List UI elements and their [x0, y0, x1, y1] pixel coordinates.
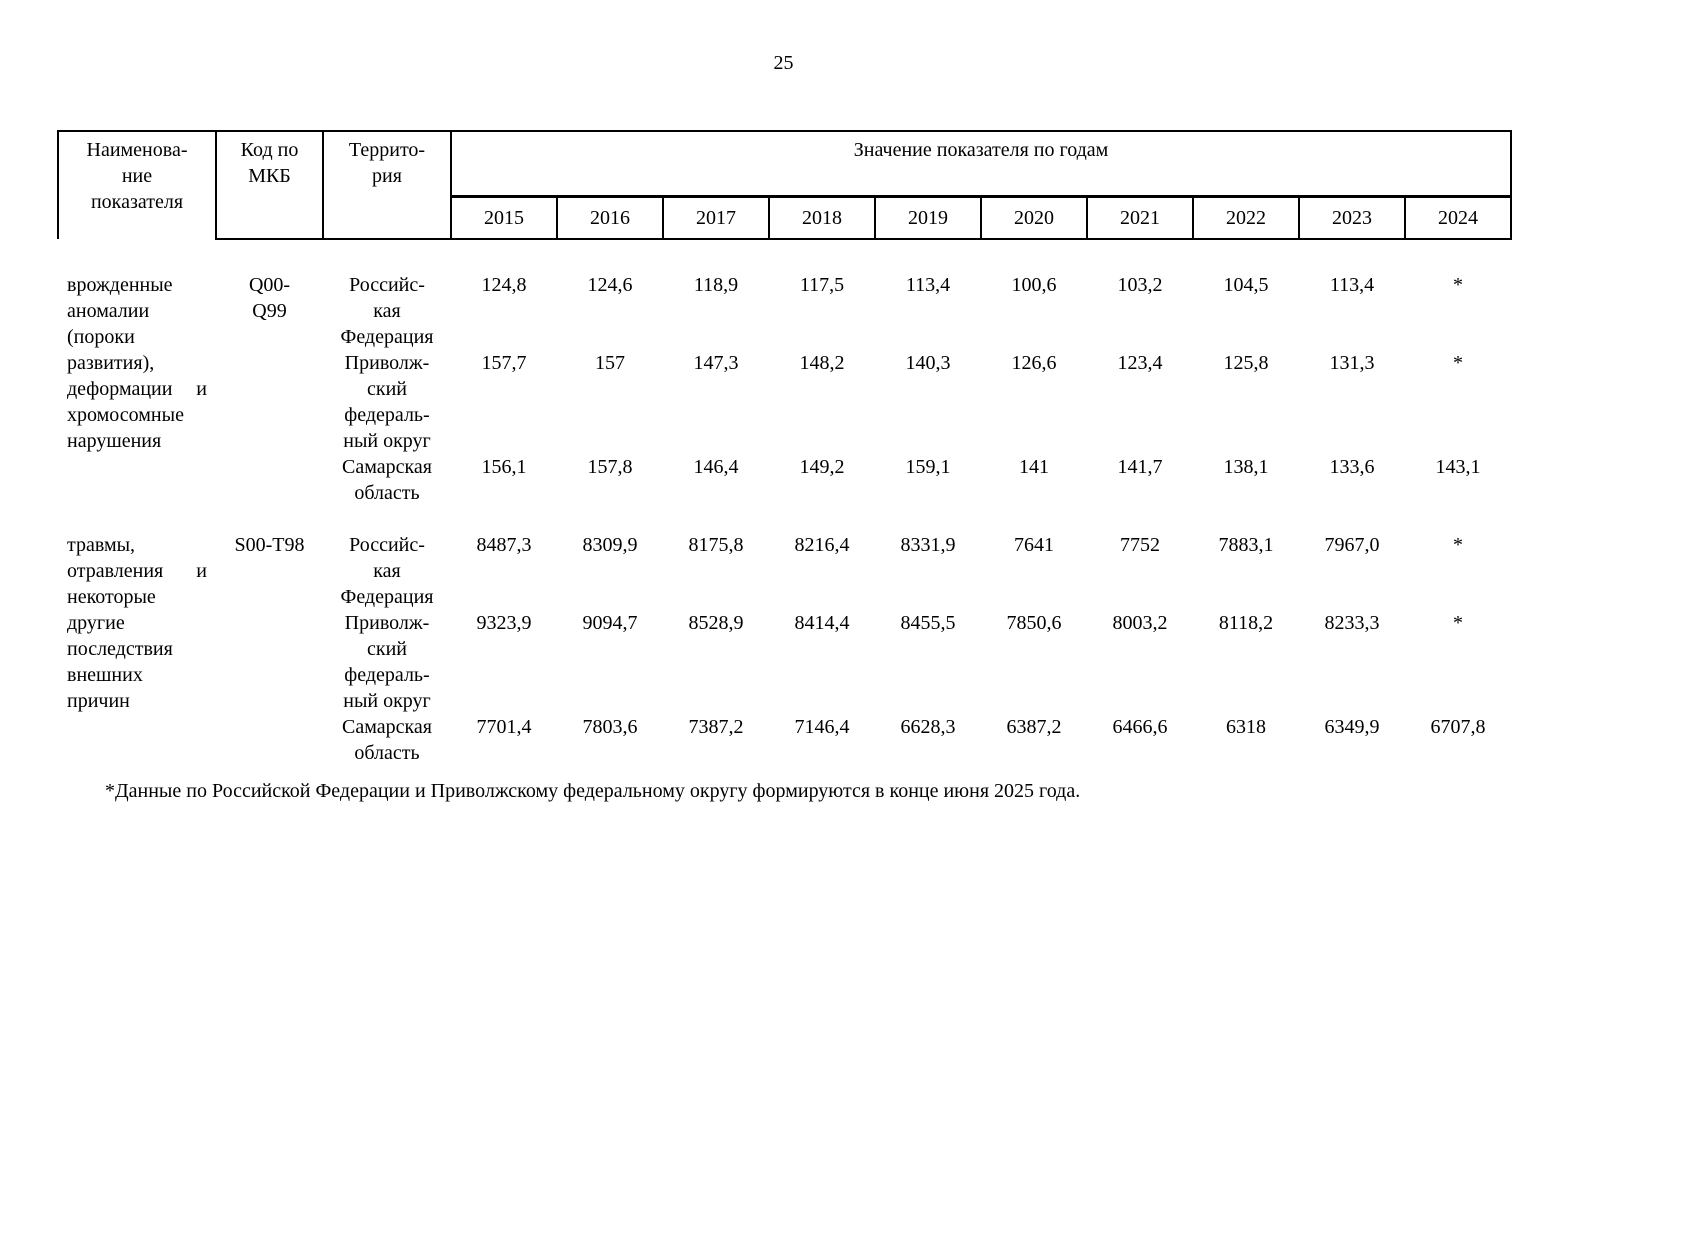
table-row: Приволж- ский федераль- ный округ 9323,9… — [58, 610, 1511, 714]
icd-code: S00-T98 — [234, 534, 305, 556]
value-cell: 8118,2 — [1218, 612, 1274, 634]
table-row: травмы, отравления и некоторые другие по… — [58, 532, 1511, 712]
value-cell: 7752 — [1120, 534, 1160, 556]
value-cell: 141,7 — [1117, 456, 1163, 478]
indicator-name: врожденные аномалии (пороки развития), д… — [67, 274, 207, 452]
value-cell: 8233,3 — [1324, 612, 1380, 634]
value-cell: 9094,7 — [582, 612, 638, 634]
value-cell: 138,1 — [1223, 456, 1269, 478]
value-cell: 140,3 — [905, 352, 951, 374]
value-cell: * — [1453, 274, 1464, 296]
value-cell: 7883,1 — [1218, 534, 1274, 556]
value-cell: * — [1453, 352, 1464, 374]
value-cell: 113,4 — [1329, 274, 1375, 296]
header-year-2019: 2019 — [874, 195, 982, 240]
footnote: *Данные по Российской Федерации и Привол… — [105, 780, 1081, 802]
value-cell: 126,6 — [1011, 352, 1057, 374]
value-cell: 146,4 — [693, 456, 739, 478]
value-cell: 157,8 — [587, 456, 633, 478]
value-cell: 7967,0 — [1324, 534, 1380, 556]
icd-code: Q00- Q99 — [248, 274, 291, 322]
value-cell: 125,8 — [1223, 352, 1269, 374]
value-cell: 8003,2 — [1112, 612, 1168, 634]
value-cell: 100,6 — [1011, 274, 1057, 296]
value-cell: * — [1453, 612, 1464, 634]
value-cell: 6349,9 — [1324, 716, 1380, 738]
header-year-2024: 2024 — [1403, 195, 1513, 240]
value-cell: 117,5 — [799, 274, 845, 296]
value-cell: 8487,3 — [476, 534, 532, 556]
value-cell: 123,4 — [1117, 352, 1163, 374]
value-cell: 103,2 — [1117, 274, 1163, 296]
value-cell: 7803,6 — [582, 716, 638, 738]
table-row: врожденные аномалии (пороки развития), д… — [58, 272, 1511, 452]
value-cell: 7850,6 — [1006, 612, 1062, 634]
header-year-2017: 2017 — [662, 195, 770, 240]
header-values-by-years: Значение показателя по годам — [449, 130, 1513, 198]
value-cell: 133,6 — [1329, 456, 1375, 478]
value-cell: 159,1 — [905, 456, 951, 478]
value-cell: 8414,4 — [794, 612, 850, 634]
header-year-2016: 2016 — [556, 195, 664, 240]
value-cell: 7701,4 — [476, 716, 532, 738]
value-cell: 8331,9 — [900, 534, 956, 556]
value-cell: 156,1 — [481, 456, 527, 478]
value-cell: 118,9 — [693, 274, 739, 296]
value-cell: 157,7 — [481, 352, 527, 374]
indicator-table: Наименова- ние показателя Код по МКБ Тер… — [57, 130, 1513, 766]
header-year-2018: 2018 — [768, 195, 876, 240]
value-cell: 124,6 — [587, 274, 633, 296]
territory-name: Самарская область — [342, 456, 432, 504]
value-cell: 6318 — [1226, 716, 1266, 738]
header-years-row: 2015 2016 2017 2018 2019 2020 2021 2022 … — [58, 195, 1513, 240]
table-header: Наименова- ние показателя Код по МКБ Тер… — [57, 130, 1513, 240]
table-row: Самарская область 156,1 157,8 146,4 149,… — [58, 454, 1511, 506]
territory-name: Российс- кая Федерация — [340, 274, 434, 348]
territory-name: Самарская область — [342, 716, 432, 764]
header-indicator-name: Наименова- ние показателя — [57, 130, 217, 239]
table-row: Самарская область 7701,4 7803,6 7387,2 7… — [58, 714, 1511, 766]
territory-name: Приволж- ский федераль- ный округ — [343, 352, 431, 452]
value-cell: * — [1453, 534, 1464, 556]
value-cell: 7387,2 — [688, 716, 744, 738]
value-cell: 9323,9 — [476, 612, 532, 634]
value-cell: 113,4 — [905, 274, 951, 296]
territory-name: Приволж- ский федераль- ный округ — [343, 612, 431, 712]
document-page: 25 Наименова- ние показателя Код по МКБ … — [57, 50, 1513, 804]
value-cell: 6466,6 — [1112, 716, 1168, 738]
header-year-2022: 2022 — [1192, 195, 1300, 240]
value-cell: 6707,8 — [1430, 716, 1486, 738]
territory-name: Российс- кая Федерация — [340, 534, 434, 608]
page-number: 25 — [773, 52, 794, 74]
header-year-2023: 2023 — [1298, 195, 1406, 240]
value-cell: 8216,4 — [794, 534, 850, 556]
value-cell: 104,5 — [1223, 274, 1269, 296]
value-cell: 7641 — [1014, 534, 1054, 556]
value-cell: 8528,9 — [688, 612, 744, 634]
value-cell: 141 — [1019, 456, 1049, 478]
value-cell: 8175,8 — [688, 534, 744, 556]
indicator-name: травмы, отравления и некоторые другие по… — [67, 534, 207, 712]
spacer-row — [58, 239, 1511, 272]
header-icd-code: Код по МКБ — [215, 130, 324, 240]
value-cell: 7146,4 — [794, 716, 850, 738]
value-cell: 8455,5 — [900, 612, 956, 634]
value-cell: 157 — [595, 352, 625, 374]
value-cell: 131,3 — [1329, 352, 1375, 374]
value-cell: 148,2 — [799, 352, 845, 374]
value-cell: 6628,3 — [900, 716, 956, 738]
value-cell: 6387,2 — [1006, 716, 1062, 738]
value-cell: 147,3 — [693, 352, 739, 374]
header-year-2021: 2021 — [1086, 195, 1194, 240]
value-cell: 8309,9 — [582, 534, 638, 556]
value-cell: 143,1 — [1435, 456, 1481, 478]
spacer-row — [58, 506, 1511, 532]
value-cell: 149,2 — [799, 456, 845, 478]
value-cell: 124,8 — [481, 274, 527, 296]
header-year-2020: 2020 — [980, 195, 1088, 240]
header-territory: Террито- рия — [322, 130, 452, 240]
header-year-2015: 2015 — [450, 195, 558, 240]
table-row: Приволж- ский федераль- ный округ 157,7 … — [58, 350, 1511, 454]
